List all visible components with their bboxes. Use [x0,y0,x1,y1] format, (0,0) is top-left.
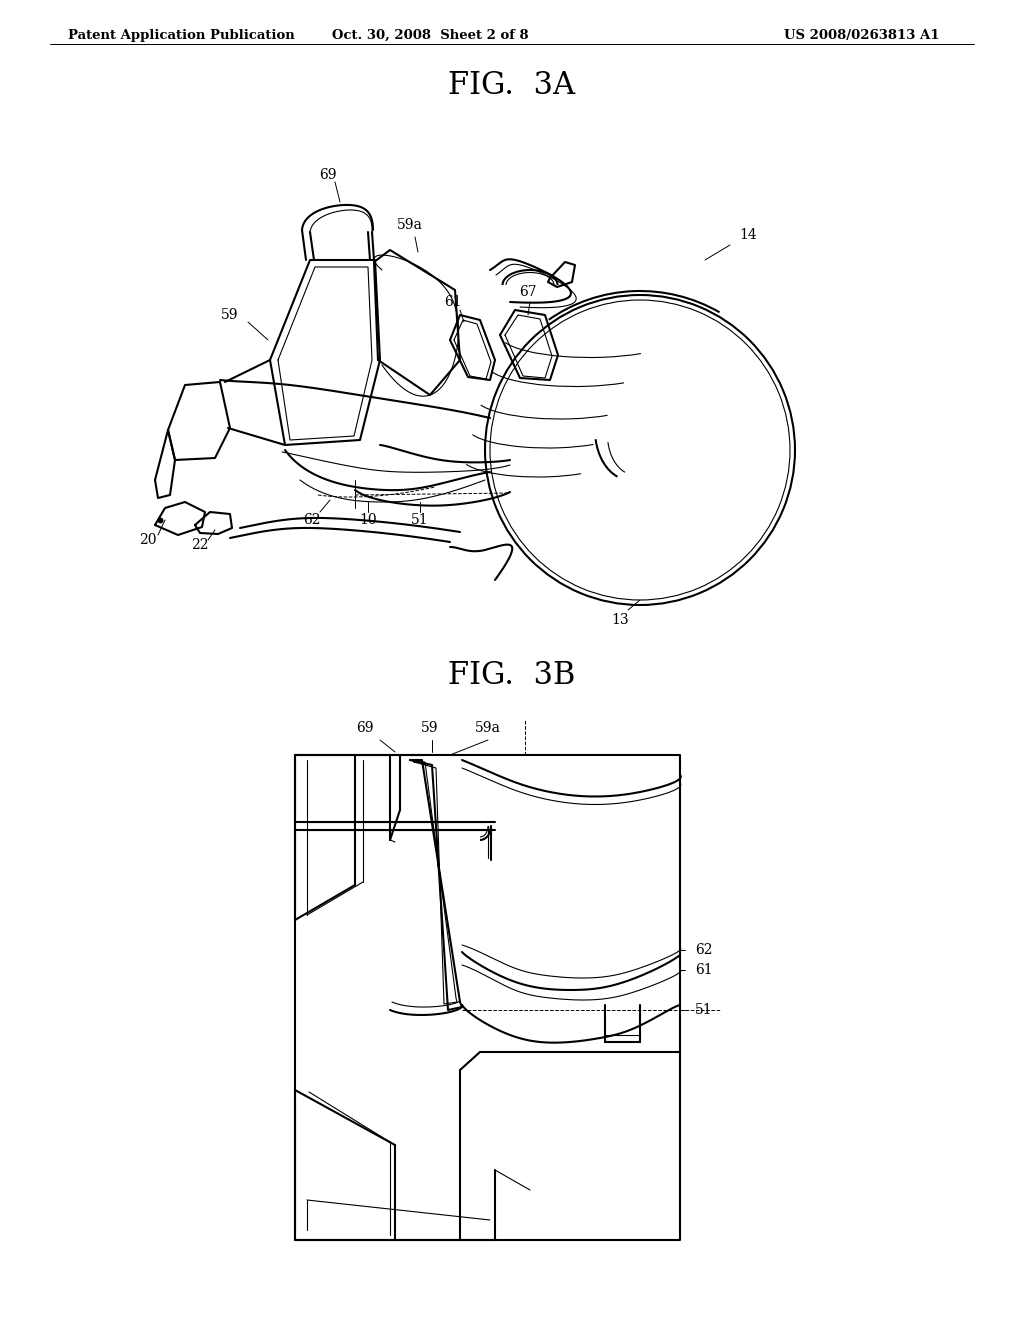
Text: 59: 59 [221,308,239,322]
Text: 20: 20 [139,533,157,546]
Text: 13: 13 [611,612,629,627]
Text: Oct. 30, 2008  Sheet 2 of 8: Oct. 30, 2008 Sheet 2 of 8 [332,29,528,41]
Text: 51: 51 [695,1003,713,1016]
Text: Patent Application Publication: Patent Application Publication [68,29,295,41]
Text: 61: 61 [444,294,462,309]
Text: 62: 62 [303,513,321,527]
Text: FIG.  3B: FIG. 3B [449,660,575,690]
Text: 10: 10 [359,513,377,527]
Text: 69: 69 [356,721,374,735]
Text: 67: 67 [519,285,537,300]
Text: 22: 22 [191,539,209,552]
Text: 61: 61 [695,964,713,977]
Text: 59: 59 [421,721,438,735]
Text: 14: 14 [739,228,757,242]
Text: US 2008/0263813 A1: US 2008/0263813 A1 [784,29,940,41]
Text: FIG.  3A: FIG. 3A [449,70,575,100]
Text: 69: 69 [319,168,337,182]
Text: 59a: 59a [475,721,501,735]
Text: 59a: 59a [397,218,423,232]
Text: 51: 51 [412,513,429,527]
Text: 62: 62 [695,942,713,957]
